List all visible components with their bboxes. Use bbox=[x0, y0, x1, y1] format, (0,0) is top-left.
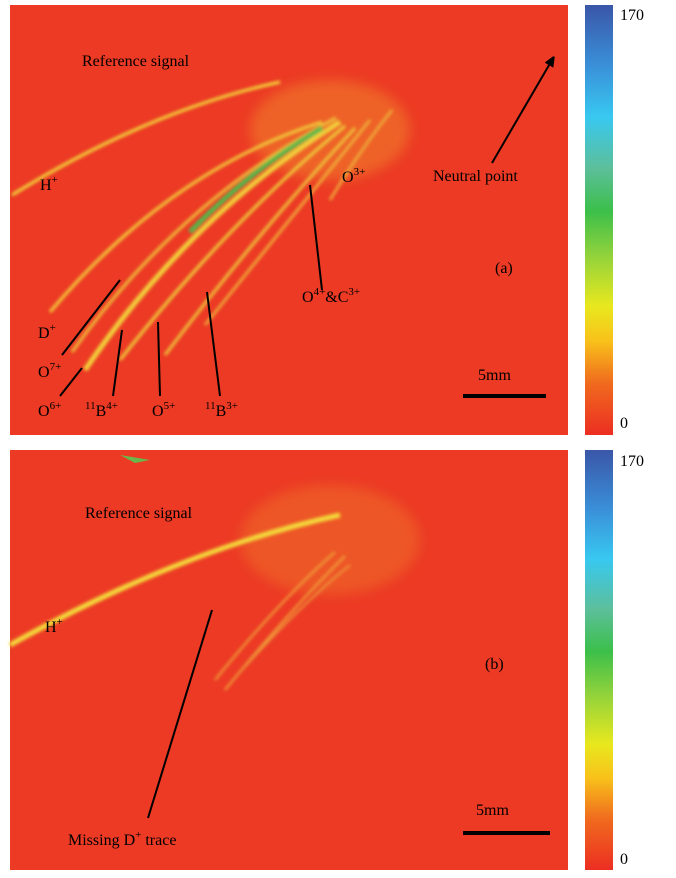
colorbar-max-label: 170 bbox=[620, 7, 644, 24]
colorbar-b bbox=[585, 450, 613, 870]
label-text: H bbox=[45, 619, 57, 636]
colorbar-a bbox=[585, 5, 613, 435]
label-text: B bbox=[216, 403, 227, 420]
superscript: + bbox=[57, 616, 63, 628]
label-text: trace bbox=[141, 832, 176, 849]
page: {"panels": [ {"labels": [ {"parts": [{"t… bbox=[0, 0, 676, 873]
superscript: 11 bbox=[205, 400, 216, 412]
label-text: O bbox=[342, 169, 354, 186]
label-text: D bbox=[38, 325, 50, 342]
label-text: (a) bbox=[495, 260, 513, 277]
superscript: 3+ bbox=[226, 400, 238, 412]
label-text: B bbox=[96, 403, 107, 420]
figure: Reference signalH+O3+Neutral point(a)O4+… bbox=[0, 0, 676, 873]
label-text: Reference signal bbox=[85, 505, 193, 522]
label-text: Neutral point bbox=[433, 168, 518, 185]
scale-bar-label: 5mm bbox=[476, 802, 509, 819]
colorbar-min-label: 0 bbox=[620, 851, 628, 868]
superscript: 11 bbox=[85, 400, 96, 412]
label-text: O bbox=[38, 403, 50, 420]
superscript: 5+ bbox=[164, 400, 176, 412]
label-text: (b) bbox=[485, 656, 504, 673]
colorbar-max-label: 170 bbox=[620, 453, 644, 470]
superscript: 3+ bbox=[348, 286, 360, 298]
superscript: + bbox=[52, 174, 58, 186]
annotation-label: (b) bbox=[485, 656, 504, 673]
superscript: 4+ bbox=[314, 286, 326, 298]
superscript: 3+ bbox=[354, 166, 366, 178]
scale-bar-label: 5mm bbox=[478, 367, 511, 384]
label-text: &C bbox=[325, 289, 348, 306]
label-text: Missing D bbox=[68, 832, 135, 849]
superscript: 6+ bbox=[50, 400, 62, 412]
superscript: 7+ bbox=[50, 361, 62, 373]
annotation-label: Reference signal bbox=[82, 53, 190, 70]
colorbar-min-label: 0 bbox=[620, 415, 628, 432]
annotation-label: Missing D+ trace bbox=[68, 829, 176, 849]
superscript: + bbox=[50, 322, 56, 334]
label-text: O bbox=[152, 403, 164, 420]
annotation-label: (a) bbox=[495, 260, 513, 277]
label-text: O bbox=[302, 289, 314, 306]
annotation-label: Neutral point bbox=[433, 168, 518, 185]
label-text: H bbox=[40, 177, 52, 194]
label-text: O bbox=[38, 364, 50, 381]
label-text: Reference signal bbox=[82, 53, 190, 70]
annotation-label: Reference signal bbox=[85, 505, 193, 522]
superscript: 4+ bbox=[106, 400, 118, 412]
